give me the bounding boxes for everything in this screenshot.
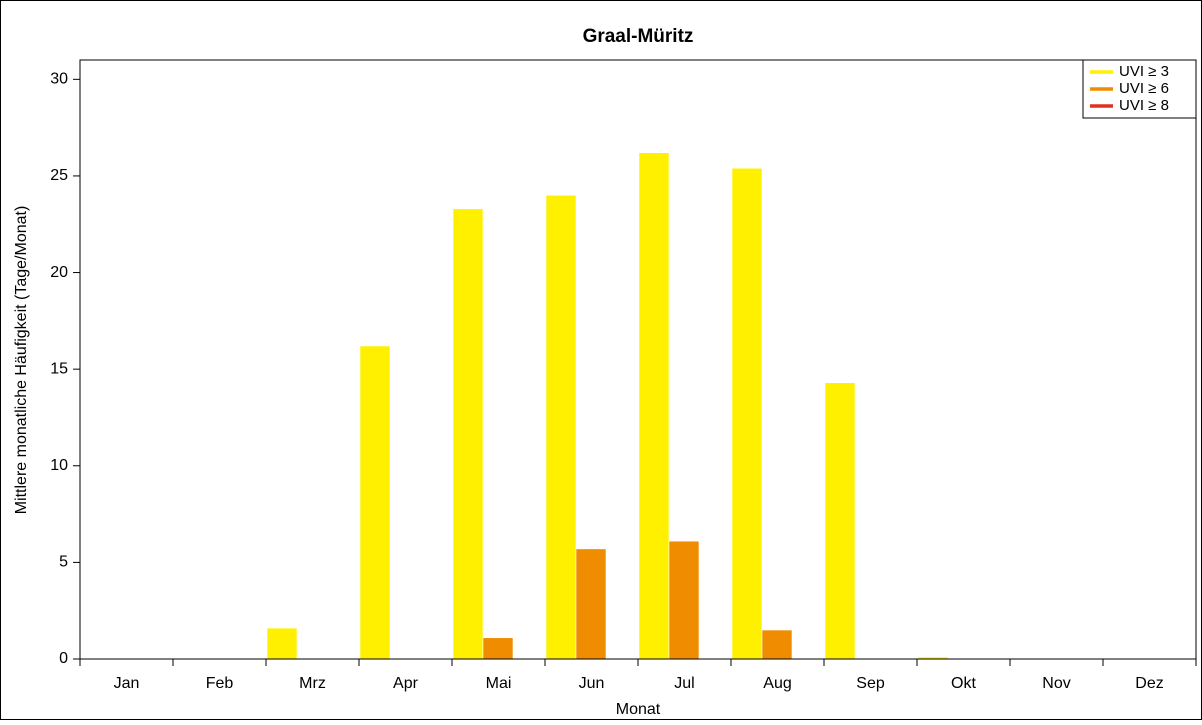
y-tick-label: 30 — [50, 71, 68, 88]
bar — [638, 152, 670, 660]
x-tick-label: Mai — [486, 675, 512, 692]
x-tick-label: Sep — [856, 675, 885, 692]
bar — [761, 629, 793, 660]
x-tick-label: Jan — [114, 675, 140, 692]
bar — [824, 382, 856, 660]
y-tick-label: 10 — [50, 457, 68, 474]
chart-title: Graal-Müritz — [583, 26, 694, 47]
bar — [266, 627, 298, 660]
bar — [668, 540, 700, 660]
plot-border — [79, 59, 1197, 660]
y-tick-label: 0 — [59, 650, 68, 667]
legend-label: UVI ≥ 6 — [1119, 80, 1169, 97]
x-tick-label: Dez — [1135, 675, 1163, 692]
bar — [575, 548, 607, 660]
x-tick-label: Okt — [951, 675, 976, 692]
y-tick-label: 20 — [50, 264, 68, 281]
x-tick-label: Jun — [579, 675, 605, 692]
bar — [545, 194, 577, 660]
x-tick-label: Nov — [1042, 675, 1070, 692]
legend-label: UVI ≥ 8 — [1119, 97, 1169, 114]
legend-label: UVI ≥ 3 — [1119, 63, 1169, 80]
y-axis-label: Mittlere monatliche Häufigkeit (Tage/Mon… — [13, 206, 30, 515]
x-tick-label: Mrz — [299, 675, 326, 692]
y-tick-label: 25 — [50, 167, 68, 184]
bar — [359, 345, 391, 660]
x-axis-label: Monat — [616, 701, 661, 718]
x-tick-label: Aug — [763, 675, 791, 692]
bar — [482, 637, 514, 660]
x-tick-label: Jul — [674, 675, 694, 692]
x-tick-label: Feb — [206, 675, 234, 692]
bar — [731, 167, 763, 660]
x-tick-label: Apr — [393, 675, 419, 692]
bar — [452, 208, 484, 660]
y-tick-label: 5 — [59, 554, 68, 571]
y-tick-label: 15 — [50, 360, 68, 377]
